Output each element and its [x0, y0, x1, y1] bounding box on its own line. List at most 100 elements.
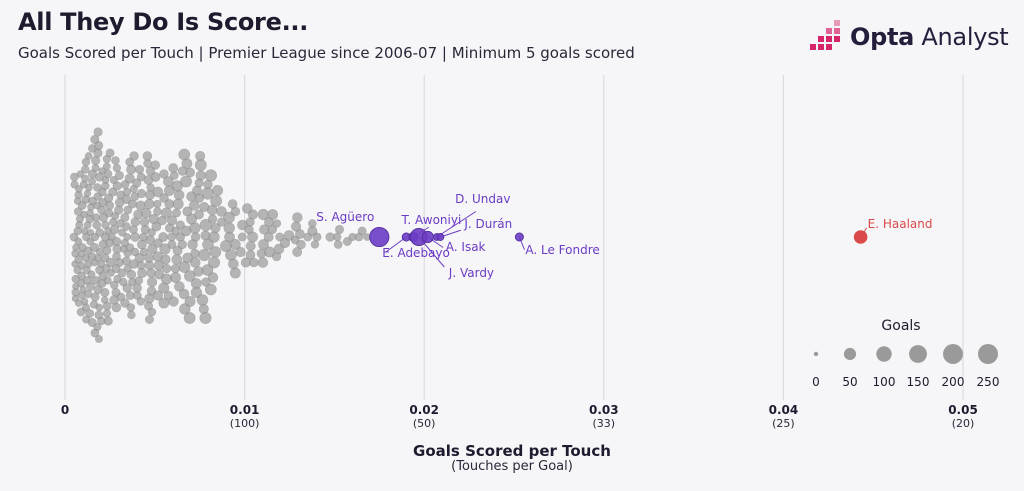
swarm-point — [308, 219, 317, 228]
player-label: T. Awoniyi — [401, 213, 462, 227]
beeswarm-chart: S. Agüero E. Adebayo T. Awoniyi J. Vardy A. … — [61, 75, 1000, 430]
x-tick-label: 0 — [61, 403, 69, 417]
swarm-point — [229, 267, 241, 279]
swarm-point — [136, 297, 146, 306]
swarm-point — [177, 239, 187, 250]
swarm-point — [93, 183, 102, 192]
player-label: J. Durán — [463, 217, 512, 231]
swarm-point — [70, 180, 79, 189]
swarm-point — [177, 166, 188, 176]
swarm-point — [147, 228, 156, 237]
swarm-point — [228, 258, 239, 270]
opta-analyst-logo: Opta Analyst — [808, 20, 1009, 54]
swarm-point — [90, 292, 100, 302]
swarm-point — [81, 174, 90, 183]
x-tick-sublabel: (100) — [230, 417, 260, 430]
highlight-point — [514, 232, 524, 242]
swarm-point — [90, 328, 100, 338]
swarm-point — [201, 264, 214, 276]
swarm-point — [204, 283, 217, 296]
swarm-point — [127, 310, 136, 320]
swarm-point — [216, 206, 227, 217]
swarm-point — [136, 188, 147, 199]
swarm-point — [152, 290, 164, 301]
legend-circle — [943, 344, 963, 364]
swarm-point — [146, 268, 156, 278]
opta-logo-icon — [810, 20, 840, 50]
swarm-point — [199, 311, 212, 325]
highlight-point — [436, 233, 445, 241]
swarm-point — [122, 187, 132, 197]
swarm-point — [168, 296, 179, 307]
swarm-point — [223, 211, 235, 224]
swarm-point — [173, 189, 185, 201]
swarm-point — [325, 232, 335, 242]
swarm-point — [95, 228, 105, 237]
swarm-point — [153, 238, 163, 248]
legend-title: Goals — [881, 318, 920, 334]
label-leader-line — [436, 211, 477, 238]
swarm-point — [147, 243, 158, 255]
swarm-point — [94, 335, 103, 343]
x-tick-sublabel: (25) — [772, 417, 795, 430]
swarm-point — [84, 152, 93, 160]
swarm-point — [152, 186, 164, 198]
swarm-point — [257, 257, 269, 268]
swarm-point — [102, 162, 111, 171]
swarm-point — [209, 246, 222, 258]
swarm-point — [94, 254, 102, 262]
swarm-point — [342, 237, 352, 246]
swarm-point — [117, 268, 127, 278]
legend-label: 250 — [977, 375, 1000, 389]
chart-title: All They Do Is Score... — [18, 8, 309, 36]
swarm-point — [267, 224, 277, 235]
swarm-point — [102, 309, 112, 318]
swarm-point — [170, 272, 181, 283]
x-tick-sublabel: (20) — [952, 417, 975, 430]
x-tick-label: 0.02 — [409, 403, 439, 417]
swarm-point — [199, 201, 210, 213]
player-label: J. Vardy — [448, 266, 494, 280]
swarm-point — [116, 219, 125, 228]
swarm-point — [112, 163, 122, 173]
swarm-point — [158, 282, 170, 294]
swarm-point — [162, 176, 174, 187]
swarm-point — [104, 200, 115, 211]
swarm-point — [94, 172, 104, 182]
swarm-point — [127, 199, 137, 209]
player-label: E. Adebayo — [382, 246, 450, 260]
swarm-point — [292, 212, 303, 223]
swarm-point — [135, 164, 145, 175]
swarm-point — [310, 240, 320, 249]
swarm-point — [267, 209, 279, 220]
swarm-point — [142, 151, 153, 161]
swarm-point — [103, 276, 112, 285]
swarm-point — [137, 239, 147, 250]
swarm-point — [194, 209, 204, 220]
swarm-point — [204, 169, 218, 182]
swarm-point — [225, 249, 237, 261]
swarm-point — [195, 150, 206, 162]
swarm-point — [85, 183, 93, 192]
swarm-point — [196, 294, 209, 306]
swarm-point — [111, 156, 120, 165]
swarm-point — [92, 220, 102, 230]
swarm-point — [81, 165, 90, 174]
swarm-point — [95, 303, 104, 312]
player-label: A. Isak — [446, 240, 486, 254]
player-label: S. Agüero — [316, 210, 374, 224]
swarm-point — [292, 247, 303, 257]
swarm-point — [172, 198, 184, 210]
swarm-point — [144, 198, 155, 210]
outlier-point — [853, 230, 868, 244]
swarm-point — [91, 213, 101, 222]
swarm-point — [335, 224, 345, 235]
swarm-point — [130, 232, 141, 242]
player-label: A. Le Fondre — [525, 243, 599, 257]
x-tick-label: 0.04 — [769, 403, 799, 417]
highlighted-players: S. Agüero E. Adebayo T. Awoniyi J. Vardy A. … — [316, 192, 932, 280]
swarm-point — [168, 163, 179, 173]
legend-circle — [876, 346, 892, 362]
legend-label: 0 — [812, 375, 820, 389]
swarm-point — [290, 221, 302, 232]
